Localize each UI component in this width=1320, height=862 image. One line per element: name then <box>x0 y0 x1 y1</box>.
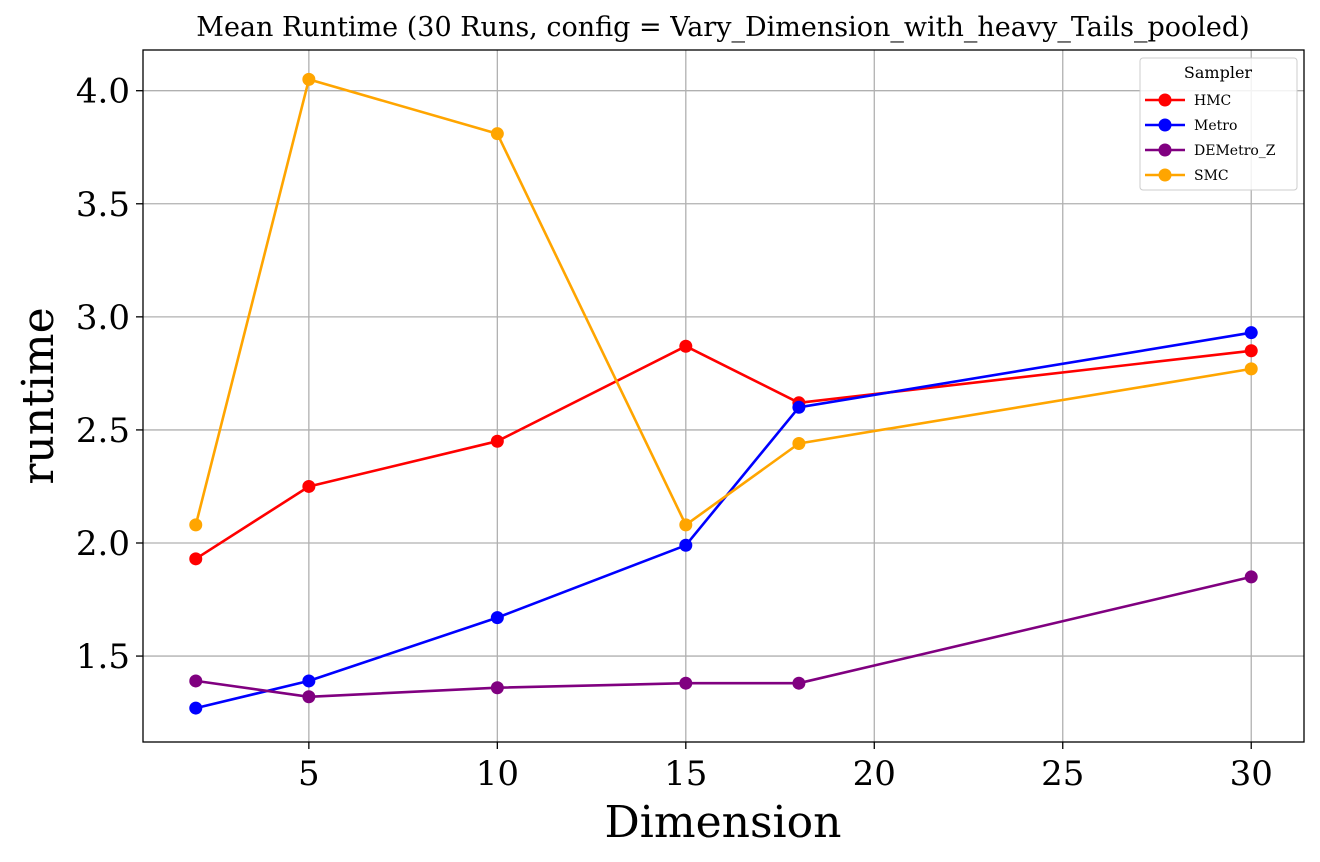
series-layer <box>189 72 1258 715</box>
data-point-demetro-z <box>1244 570 1258 584</box>
series-line-hmc <box>195 344 1252 560</box>
y-axis: 1.5 2.0 2.5 3.0 3.5 4.0 <box>76 72 143 677</box>
data-point-hmc <box>1244 344 1258 358</box>
data-point-demetro-z <box>490 681 504 695</box>
data-point-smc <box>490 127 504 141</box>
data-point-hmc <box>490 434 504 448</box>
x-tick-label: 15 <box>664 754 707 794</box>
y-tick-label: 1.5 <box>76 637 130 677</box>
legend-item-demetro-z: DEMetro_Z <box>1145 143 1276 159</box>
legend-item-smc: SMC <box>1145 168 1229 184</box>
data-point-demetro-z <box>679 676 693 690</box>
data-point-metro <box>1244 326 1258 340</box>
x-tick-label: 5 <box>298 754 320 794</box>
y-axis-label: runtime <box>13 307 64 484</box>
data-point-smc <box>792 436 806 450</box>
legend-marker <box>1158 118 1172 132</box>
data-point-metro <box>302 674 316 688</box>
series-line-demetro-z <box>195 575 1252 699</box>
legend: Sampler HMC Metro DEMetro_Z SMC <box>1139 57 1298 191</box>
series-hmc <box>189 339 1258 566</box>
data-point-hmc <box>189 552 203 566</box>
y-tick-label: 4.0 <box>76 72 130 112</box>
data-point-smc <box>189 518 203 532</box>
y-tick-label: 2.5 <box>76 411 130 451</box>
legend-title: Sampler <box>1184 63 1253 82</box>
legend-label: DEMetro_Z <box>1194 143 1276 159</box>
legend-label: Metro <box>1194 118 1237 134</box>
legend-item-metro: Metro <box>1145 118 1237 134</box>
legend-marker <box>1158 168 1172 182</box>
data-point-demetro-z <box>792 676 806 690</box>
legend-marker <box>1158 143 1172 157</box>
data-point-hmc <box>679 339 693 353</box>
legend-label: HMC <box>1194 93 1231 109</box>
x-axis-label: Dimension <box>605 797 842 848</box>
x-tick-label: 30 <box>1230 754 1273 794</box>
plot-area-frame <box>142 49 1305 743</box>
data-point-smc <box>679 518 693 532</box>
y-tick-label: 3.0 <box>76 298 130 338</box>
legend-marker <box>1158 93 1172 107</box>
x-tick-label: 10 <box>476 754 519 794</box>
data-point-demetro-z <box>189 674 203 688</box>
data-point-smc <box>1244 362 1258 376</box>
y-tick-label: 2.0 <box>76 524 130 564</box>
legend-label: SMC <box>1194 168 1229 184</box>
x-axis: 5 10 15 20 25 30 <box>298 742 1273 794</box>
x-tick-label: 20 <box>853 754 896 794</box>
series-smc <box>189 72 1258 532</box>
data-point-demetro-z <box>302 690 316 704</box>
chart-title: Mean Runtime (30 Runs, config = Vary_Dim… <box>196 12 1249 43</box>
data-point-metro <box>792 400 806 414</box>
y-tick-label: 3.5 <box>76 185 130 225</box>
data-point-metro <box>189 701 203 715</box>
data-point-smc <box>302 72 316 86</box>
data-point-metro <box>490 611 504 625</box>
data-point-metro <box>679 538 693 552</box>
legend-box <box>1139 57 1298 191</box>
series-line-smc <box>194 78 1252 527</box>
x-tick-label: 25 <box>1041 754 1084 794</box>
series-metro <box>189 326 1258 715</box>
legend-items: HMC Metro DEMetro_Z SMC <box>1145 93 1276 184</box>
data-point-hmc <box>302 479 316 493</box>
grid-lines <box>143 50 1304 742</box>
series-line-metro <box>195 331 1252 710</box>
legend-item-hmc: HMC <box>1145 93 1231 109</box>
series-demetro-z <box>189 570 1258 704</box>
